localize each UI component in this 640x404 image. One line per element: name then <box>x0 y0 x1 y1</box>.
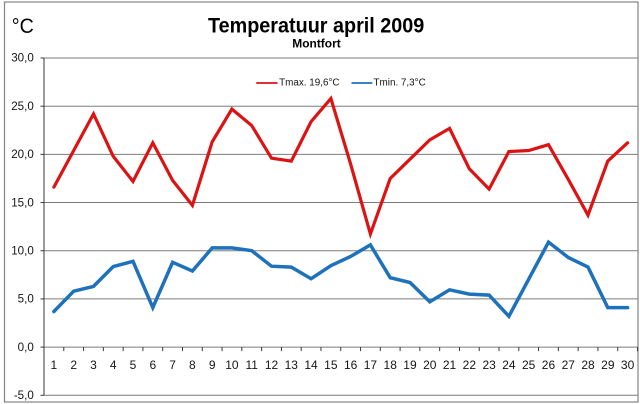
svg-text:22: 22 <box>463 358 477 372</box>
svg-text:19: 19 <box>403 358 417 372</box>
svg-text:30: 30 <box>621 358 635 372</box>
svg-text:18: 18 <box>384 358 398 372</box>
svg-text:Tmax. 19,6°C: Tmax. 19,6°C <box>279 78 339 89</box>
svg-text:10: 10 <box>225 358 239 372</box>
svg-text:25,0: 25,0 <box>11 100 34 113</box>
svg-text:16: 16 <box>344 358 358 372</box>
svg-text:28: 28 <box>581 358 595 372</box>
svg-text:25: 25 <box>522 358 536 372</box>
svg-text:15,0: 15,0 <box>11 196 34 209</box>
svg-text:3: 3 <box>90 358 97 372</box>
svg-text:10,0: 10,0 <box>11 244 34 257</box>
svg-text:5: 5 <box>130 358 137 372</box>
svg-text:6: 6 <box>149 358 156 372</box>
svg-text:14: 14 <box>304 358 318 372</box>
svg-text:12: 12 <box>265 358 279 372</box>
svg-text:26: 26 <box>542 358 556 372</box>
svg-text:Montfort: Montfort <box>292 37 340 51</box>
svg-text:21: 21 <box>443 358 457 372</box>
svg-text:-5,0: -5,0 <box>14 389 34 402</box>
svg-text:1: 1 <box>51 358 58 372</box>
svg-text:13: 13 <box>285 358 299 372</box>
svg-text:27: 27 <box>562 358 576 372</box>
svg-text:Tmin. 7,3°C: Tmin. 7,3°C <box>374 78 426 89</box>
svg-text:0,0: 0,0 <box>18 341 34 354</box>
svg-text:5,0: 5,0 <box>18 293 34 306</box>
svg-text:20,0: 20,0 <box>11 148 34 161</box>
svg-text:20: 20 <box>423 358 437 372</box>
svg-text:8: 8 <box>189 358 196 372</box>
svg-text:15: 15 <box>324 358 338 372</box>
svg-text:7: 7 <box>169 358 176 372</box>
svg-text:2: 2 <box>70 358 77 372</box>
svg-text:30,0: 30,0 <box>11 52 34 65</box>
svg-text:°C: °C <box>12 14 34 38</box>
svg-text:4: 4 <box>110 358 117 372</box>
svg-text:24: 24 <box>502 358 516 372</box>
svg-text:11: 11 <box>245 358 258 372</box>
svg-text:Temperatuur april 2009: Temperatuur april 2009 <box>208 12 424 37</box>
svg-text:9: 9 <box>209 358 216 372</box>
svg-text:29: 29 <box>601 358 615 372</box>
svg-text:23: 23 <box>482 358 496 372</box>
svg-text:17: 17 <box>364 358 378 372</box>
